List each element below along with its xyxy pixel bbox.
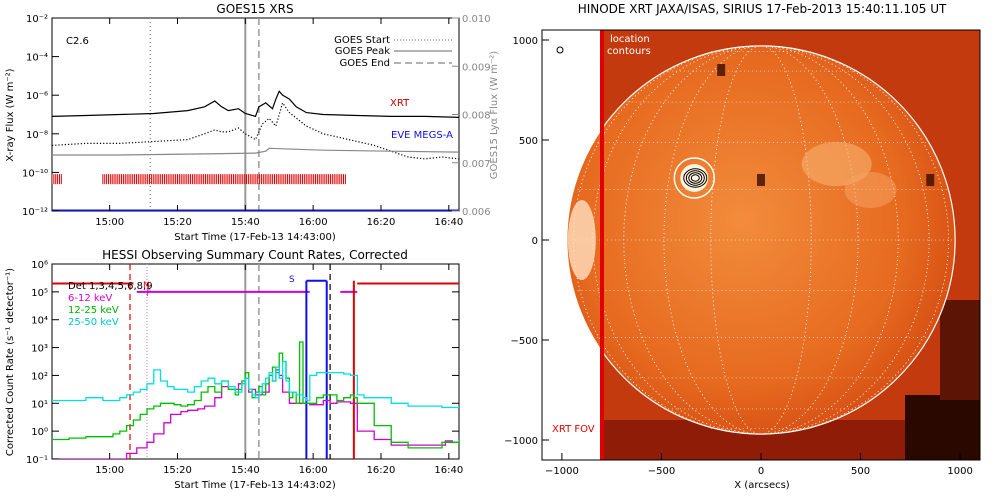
- xrt-y-tick-label: 1000: [513, 36, 538, 47]
- longitude-gridline: [623, 45, 899, 435]
- eve-series-label: EVE MEGS-A: [391, 130, 453, 141]
- flare-contour: [685, 170, 705, 186]
- hessi-x-label: Start Time (17-Feb-13 14:43:02): [174, 480, 336, 491]
- hessi-y-label: Corrected Count Rate (s⁻¹ detector⁻¹): [5, 268, 16, 456]
- xrt-y-tick-label: −1000: [504, 436, 538, 447]
- hessi-y-tick-label: 10⁰: [31, 427, 48, 438]
- xrt-x-tick-label: −500: [648, 466, 675, 477]
- bright-region: [844, 172, 897, 208]
- goes-y-label: X-ray Flux (W m⁻²): [5, 68, 16, 161]
- flare-contour: [683, 168, 708, 188]
- dark-artifact: [757, 174, 765, 186]
- legend-det: Det 1,3,4,5,6,8,9: [68, 281, 153, 292]
- xrt-image-title: HINODE XRT JAXA/ISAS, SIRIUS 17-Feb-2013…: [578, 2, 947, 16]
- xrt-location-label: location: [610, 34, 650, 45]
- goes-x-tick-label: 15:40: [231, 217, 260, 228]
- goes-y-tick-label: 10⁻¹²: [22, 207, 48, 218]
- goes-y-tick-label: 10⁻⁸: [26, 130, 48, 141]
- xrt-x-label: X (arcsecs): [734, 480, 790, 491]
- xrt-y-tick-label: 500: [519, 136, 538, 147]
- hessi-legend: Det 1,3,4,5,6,8,9 6-12 keV 12-25 keV 25-…: [68, 281, 153, 328]
- legend-goes-end: GOES End: [340, 58, 390, 69]
- longitude-gridline: [592, 45, 930, 435]
- hessi-x-tick-label: 16:20: [367, 465, 396, 476]
- reference-marker: [556, 46, 564, 54]
- hessi-series-high: [52, 360, 459, 409]
- solar-disk: [566, 45, 956, 435]
- goes-y-tick-label: 10⁻¹⁰: [22, 168, 48, 179]
- hessi-y-tick-label: 10¹: [31, 399, 48, 410]
- hessi-series-low: [52, 369, 459, 459]
- hessi-x-tick-label: 16:00: [299, 465, 328, 476]
- flag-n-label: N: [143, 281, 150, 291]
- xrt-image-panel: HINODE XRT JAXA/ISAS, SIRIUS 17-Feb-2013…: [504, 2, 981, 491]
- goes-yr-tick-label: 0.010: [462, 14, 491, 25]
- hessi-x-tick-label: 15:20: [163, 465, 192, 476]
- goes-series-eve: [52, 147, 459, 156]
- longitude-gridline: [663, 45, 859, 435]
- goes-title: GOES15 XRS: [216, 2, 293, 16]
- xrt-dark-corner-right: [940, 300, 980, 400]
- flare-location-circle: [673, 157, 716, 199]
- hessi-y-tick-label: 10⁶: [31, 260, 48, 271]
- dark-artifact: [717, 64, 726, 76]
- xrt-fov-label: XRT FOV: [552, 424, 595, 435]
- xrt-x-tick-label: 1000: [947, 466, 972, 477]
- xrt-contours-label: contours: [607, 46, 651, 57]
- goes-y-right-label: GOES15 Lyα Flux (W m⁻²): [489, 51, 500, 179]
- xrt-x-tick-label: −1000: [545, 466, 579, 477]
- hessi-x-tick-label: 15:00: [95, 465, 124, 476]
- hessi-x-tick-label: 16:40: [434, 465, 463, 476]
- goes-class-label: C2.6: [66, 36, 89, 47]
- goes-yr-tick-label: 0.006: [462, 207, 491, 218]
- hessi-y-tick-label: 10⁴: [31, 316, 48, 327]
- flare-contour: [688, 172, 703, 184]
- goes-yr-tick-label: 0.009: [462, 62, 491, 73]
- goes-series-xrt: [52, 90, 459, 118]
- hessi-x-tick-label: 15:40: [231, 465, 260, 476]
- goes-panel: GOES15 XRS 15:00 15:20 15:40 16:00 16:20 16:4…: [5, 2, 500, 243]
- goes-x-label: Start Time (17-Feb-13 14:43:00): [174, 232, 336, 243]
- goes-legend: GOES Start GOES Peak GOES End: [334, 35, 452, 69]
- legend-goes-peak: GOES Peak: [335, 46, 390, 57]
- hessi-plot-frame: [51, 263, 460, 460]
- goes-x-tick-label: 16:40: [434, 217, 463, 228]
- xrt-fov-edge: [600, 30, 604, 460]
- dark-artifact: [926, 174, 935, 186]
- hessi-panel: HESSI Observing Summary Count Rates, Cor…: [5, 248, 463, 491]
- goes-series-lya: [52, 101, 459, 160]
- hessi-y-tick-label: 10⁵: [31, 288, 48, 299]
- goes-yr-tick-label: 0.008: [462, 111, 491, 122]
- hessi-y-tick-label: 10⁻¹: [26, 455, 48, 466]
- bright-region: [801, 142, 872, 186]
- hessi-y-tick-label: 10³: [31, 344, 48, 355]
- hessi-series-mid: [52, 341, 459, 449]
- xrt-x-tick-label: 500: [851, 466, 870, 477]
- limb-brightening: [567, 200, 596, 280]
- goes-y-tick-label: 10⁻⁴: [26, 53, 48, 64]
- legend-25-50: 25-50 keV: [68, 317, 119, 328]
- xrt-dark-corner-bottom-right: [905, 395, 980, 460]
- goes-x-tick-label: 15:20: [163, 217, 192, 228]
- xrt-y-tick-label: −500: [511, 336, 538, 347]
- goes-yr-tick-label: 0.007: [462, 159, 491, 170]
- hessi-title: HESSI Observing Summary Count Rates, Cor…: [102, 248, 408, 262]
- xrt-x-tick-label: 0: [758, 466, 764, 477]
- flag-s-label: S: [289, 275, 295, 285]
- goes-x-tick-label: 16:20: [367, 217, 396, 228]
- goes-y-tick-label: 10⁻²: [26, 14, 48, 25]
- legend-6-12: 6-12 keV: [68, 293, 112, 304]
- flag-f-label: F: [146, 289, 151, 299]
- legend-12-25: 12-25 keV: [68, 305, 119, 316]
- goes-x-tick-label: 15:00: [95, 217, 124, 228]
- xrt-y-tick-label: 0: [532, 236, 538, 247]
- hessi-y-tick-label: 10²: [31, 371, 48, 382]
- flare-contour: [690, 174, 700, 182]
- xrt-series-label: XRT: [390, 98, 410, 109]
- goes-y-tick-label: 10⁻⁶: [26, 91, 48, 102]
- goes-x-tick-label: 16:00: [299, 217, 328, 228]
- longitude-gridline: [573, 45, 949, 435]
- legend-goes-start: GOES Start: [334, 35, 390, 46]
